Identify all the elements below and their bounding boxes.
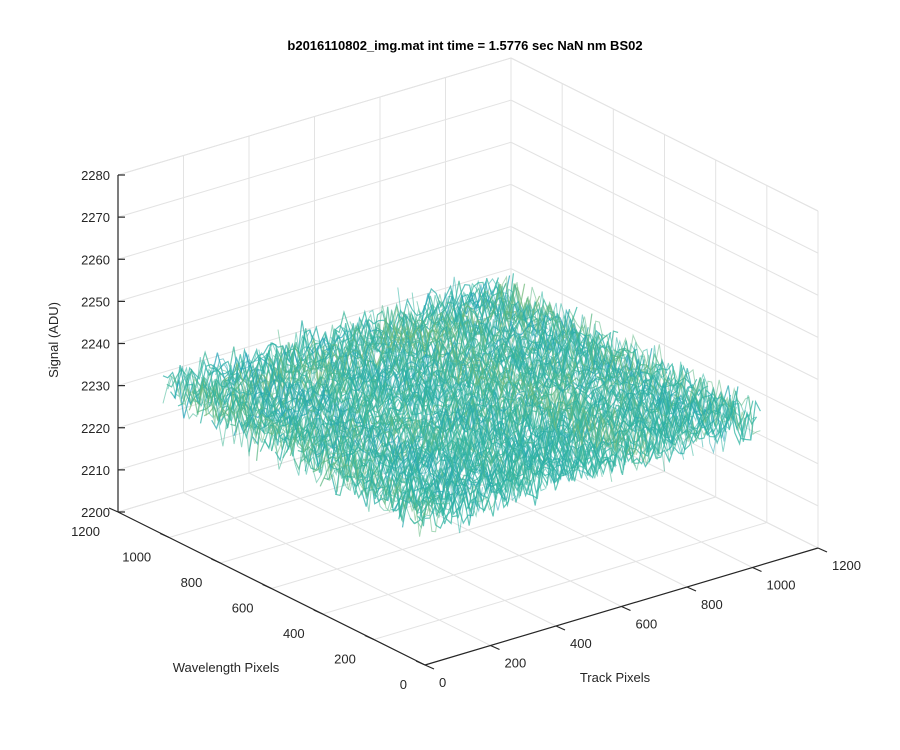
surface-strand: [459, 291, 723, 441]
surface-strand: [244, 354, 507, 500]
surface-strand: [330, 328, 594, 477]
x-tick: [817, 547, 828, 553]
z-tick-label: 2260: [81, 252, 110, 267]
surface-strand: [166, 280, 503, 406]
z-axis-label: Signal (ADU): [46, 302, 61, 378]
surface-strand: [287, 335, 551, 490]
axis-tick-labels: 0 200 400 600 800 1000 1200 0 200 400 600 800 1000 12…: [71, 168, 861, 692]
y-tick: [313, 609, 323, 615]
surface-strand: [483, 275, 747, 431]
z-tick-label: 2240: [81, 337, 110, 352]
surface-strand: [301, 336, 565, 480]
x-tick-label: 800: [701, 597, 723, 612]
chart-title: b2016110802_img.mat int time = 1.5776 se…: [287, 38, 642, 53]
floor-grid-line: [373, 522, 767, 640]
y-tick: [211, 558, 221, 564]
surface-strand: [210, 363, 474, 516]
back-wall-grid-line: [117, 99, 512, 218]
x-tick-label: 1000: [767, 578, 796, 593]
box-edge: [117, 57, 512, 176]
y-tick-label: 1200: [71, 524, 100, 539]
surface-strand: [272, 341, 536, 482]
x-tick-label: 1200: [832, 558, 861, 573]
y-tick: [415, 660, 426, 666]
side-wall-grid-line: [510, 141, 819, 296]
surface-strand: [406, 303, 670, 461]
side-wall-grid-line: [510, 268, 819, 423]
back-wall-grid-line: [117, 226, 512, 344]
z-tick-label: 2280: [81, 168, 110, 183]
back-wall-grid-line: [117, 268, 512, 387]
surface: [162, 273, 761, 537]
surface-strand: [296, 336, 560, 479]
back-wall-grid-line: [117, 183, 512, 302]
z-tick-label: 2200: [81, 505, 110, 520]
side-wall-grid-line: [510, 183, 819, 338]
x-tick: [555, 625, 566, 631]
x-tick: [424, 664, 435, 670]
axes: [108, 174, 828, 670]
y-tick-label: 0: [400, 677, 407, 692]
x-tick: [490, 644, 500, 651]
surface-strand: [176, 379, 440, 533]
z-tick-label: 2230: [81, 379, 110, 394]
surface-strand: [488, 278, 752, 440]
z-tick-label: 2270: [81, 210, 110, 225]
y-axis-label: Wavelength Pixels: [173, 660, 280, 675]
z-tick-label: 2210: [81, 463, 110, 478]
y-tick: [262, 583, 272, 590]
y-tick: [108, 507, 119, 513]
y-tick-label: 400: [283, 626, 305, 641]
surface-strand: [349, 319, 613, 482]
y-tick-label: 600: [232, 601, 254, 616]
y-tick-label: 1000: [122, 550, 151, 565]
surface-strand: [267, 341, 531, 499]
x-tick-label: 0: [439, 675, 446, 690]
surface-strand: [220, 362, 483, 513]
y-tick: [159, 532, 170, 539]
surface-strand: [167, 366, 430, 520]
floor-grid-line: [271, 471, 665, 589]
z-tick-label: 2220: [81, 421, 110, 436]
x-tick-label: 200: [505, 656, 527, 671]
x-tick: [686, 586, 697, 592]
x-tick-label: 600: [636, 617, 658, 632]
y-tick-label: 800: [181, 575, 203, 590]
back-wall-grid-line: [117, 141, 512, 260]
side-wall-grid-line: [510, 99, 819, 254]
surface-strand: [497, 281, 761, 436]
x-tick: [752, 566, 762, 573]
surface-strand: [258, 349, 522, 497]
y-tick: [364, 634, 375, 641]
floor-grid-line: [322, 496, 716, 615]
box-edge: [510, 57, 819, 212]
surface-strand: [450, 276, 713, 435]
side-wall-grid-line: [510, 226, 819, 380]
surface-strand: [373, 325, 637, 467]
surface-strand: [478, 290, 742, 427]
surface-strand: [354, 322, 617, 467]
surface-strand: [368, 309, 632, 471]
x-tick: [621, 605, 631, 612]
x-axis-label: Track Pixels: [580, 670, 651, 685]
x-tick-label: 400: [570, 636, 592, 651]
z-tick-label: 2250: [81, 294, 110, 309]
surface-strand: [359, 313, 622, 474]
y-tick-label: 200: [334, 652, 356, 667]
